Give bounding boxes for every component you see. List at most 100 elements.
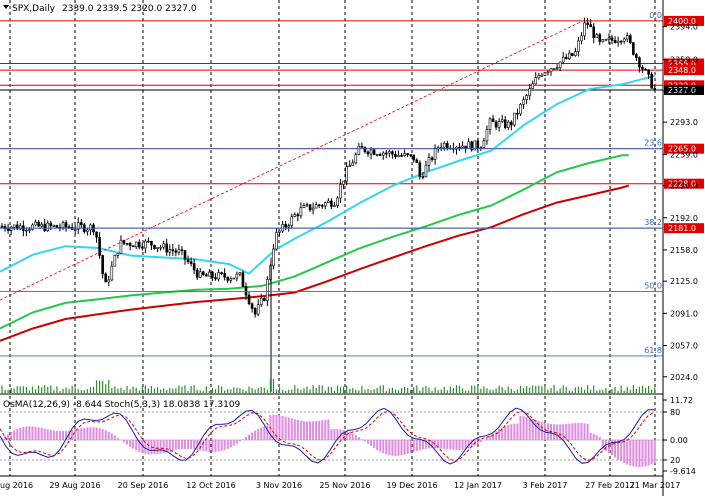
candle-body — [418, 162, 422, 177]
time-label: 20 Sep 2016 — [118, 481, 169, 490]
candle-body — [28, 229, 31, 231]
osc-tick-label: 20 — [670, 456, 680, 465]
candle-body — [415, 159, 419, 164]
candle-body — [76, 222, 80, 230]
time-label: 19 Dec 2016 — [386, 481, 437, 490]
candle-body — [15, 224, 19, 230]
candle-body — [339, 184, 342, 199]
candle-body — [156, 247, 159, 249]
candle-body — [354, 154, 358, 164]
candle-body — [278, 230, 281, 233]
fib-label: 0.0 — [649, 11, 662, 20]
level-tag — [664, 223, 704, 234]
price-tick-label: 2192.0 — [670, 214, 698, 223]
level-tag — [664, 58, 704, 69]
candle-body — [519, 104, 522, 115]
time-label: 3 Nov 2016 — [256, 481, 302, 490]
candle-body — [601, 39, 605, 42]
candle-body — [330, 200, 333, 207]
candle-body — [464, 145, 467, 149]
candle-body — [314, 204, 318, 209]
candle-body — [653, 87, 657, 90]
candle-body — [55, 225, 59, 228]
moving-average-line — [0, 184, 630, 342]
candle-body — [281, 223, 284, 232]
stoch-signal-line — [0, 410, 655, 462]
candle-body — [189, 261, 193, 264]
candle-body — [119, 239, 123, 254]
price-tick-label: 2158.0 — [670, 246, 698, 255]
level-tag-label: 2348.0 — [668, 66, 696, 75]
level-tag — [664, 85, 704, 96]
candle-body — [369, 149, 373, 155]
vertical-gridlines — [9, 0, 656, 476]
price-tick-label: 2091.0 — [670, 309, 698, 318]
candle-body — [18, 225, 22, 230]
price-tick-label: 2326.0 — [670, 87, 698, 96]
moving-average-line — [0, 74, 656, 275]
candle-body — [244, 286, 248, 296]
candle-body — [6, 228, 10, 231]
stoch-main-line — [0, 407, 655, 465]
candle-body — [537, 75, 541, 78]
candle-body — [217, 272, 220, 280]
candle-body — [455, 146, 458, 150]
candle-body — [113, 255, 117, 267]
candle-body — [43, 223, 47, 232]
candle-body — [195, 269, 199, 278]
level-tag-label: 2400.0 — [668, 17, 696, 26]
candle-body — [238, 272, 242, 275]
candle-body — [540, 74, 544, 77]
candle-body — [168, 249, 172, 253]
collapse-arrow-icon[interactable] — [3, 5, 9, 9]
candle-body — [531, 83, 535, 89]
osc-tick-label: 11.72 — [670, 396, 693, 405]
candle-body — [638, 57, 641, 68]
candle-body — [616, 40, 620, 44]
candle-body — [235, 273, 239, 279]
time-label: 5 Aug 2016 — [0, 481, 33, 490]
candle-body — [561, 56, 565, 63]
level-tag-label: 2181.0 — [668, 224, 696, 233]
candle-body — [357, 146, 361, 155]
candle-body — [461, 145, 464, 148]
candle-body — [174, 250, 178, 253]
candle-body — [25, 229, 28, 232]
candle-body — [360, 146, 364, 148]
candle-body — [473, 140, 477, 151]
candle-body — [381, 152, 385, 156]
candle-body — [80, 222, 83, 226]
candle-body — [226, 276, 229, 281]
candle-body — [290, 216, 294, 227]
candle-body — [391, 151, 394, 155]
candle-body — [61, 222, 65, 229]
candle-body — [137, 241, 141, 248]
candle-body — [580, 35, 583, 42]
candle-body — [363, 146, 367, 153]
time-label: 29 Aug 2016 — [49, 481, 100, 490]
candle-body — [305, 204, 309, 206]
fib-label: 23.6 — [644, 139, 662, 148]
candle-body — [583, 22, 586, 37]
symbol-label: SPX,Daily — [12, 4, 56, 14]
candle-body — [610, 37, 614, 41]
fib-trendline — [0, 20, 584, 301]
candle-body — [476, 140, 480, 149]
candle-body — [403, 153, 406, 156]
candle-body — [488, 118, 492, 130]
candle-body — [125, 243, 129, 245]
candle-body — [400, 155, 403, 157]
level-tag-label: 2228.0 — [668, 180, 696, 189]
candle-body — [122, 239, 126, 244]
time-axis: 5 Aug 2016 29 Aug 2016 20 Sep 2016 12 Oct 2… — [0, 481, 680, 490]
candle-body — [284, 223, 287, 228]
candle-body — [256, 304, 260, 315]
candle-body — [131, 245, 135, 248]
candle-body — [503, 119, 507, 128]
candle-body — [153, 244, 156, 249]
candle-body — [317, 204, 321, 207]
candle-body — [345, 166, 348, 182]
candle-body — [180, 249, 184, 252]
candle-body — [625, 35, 629, 40]
